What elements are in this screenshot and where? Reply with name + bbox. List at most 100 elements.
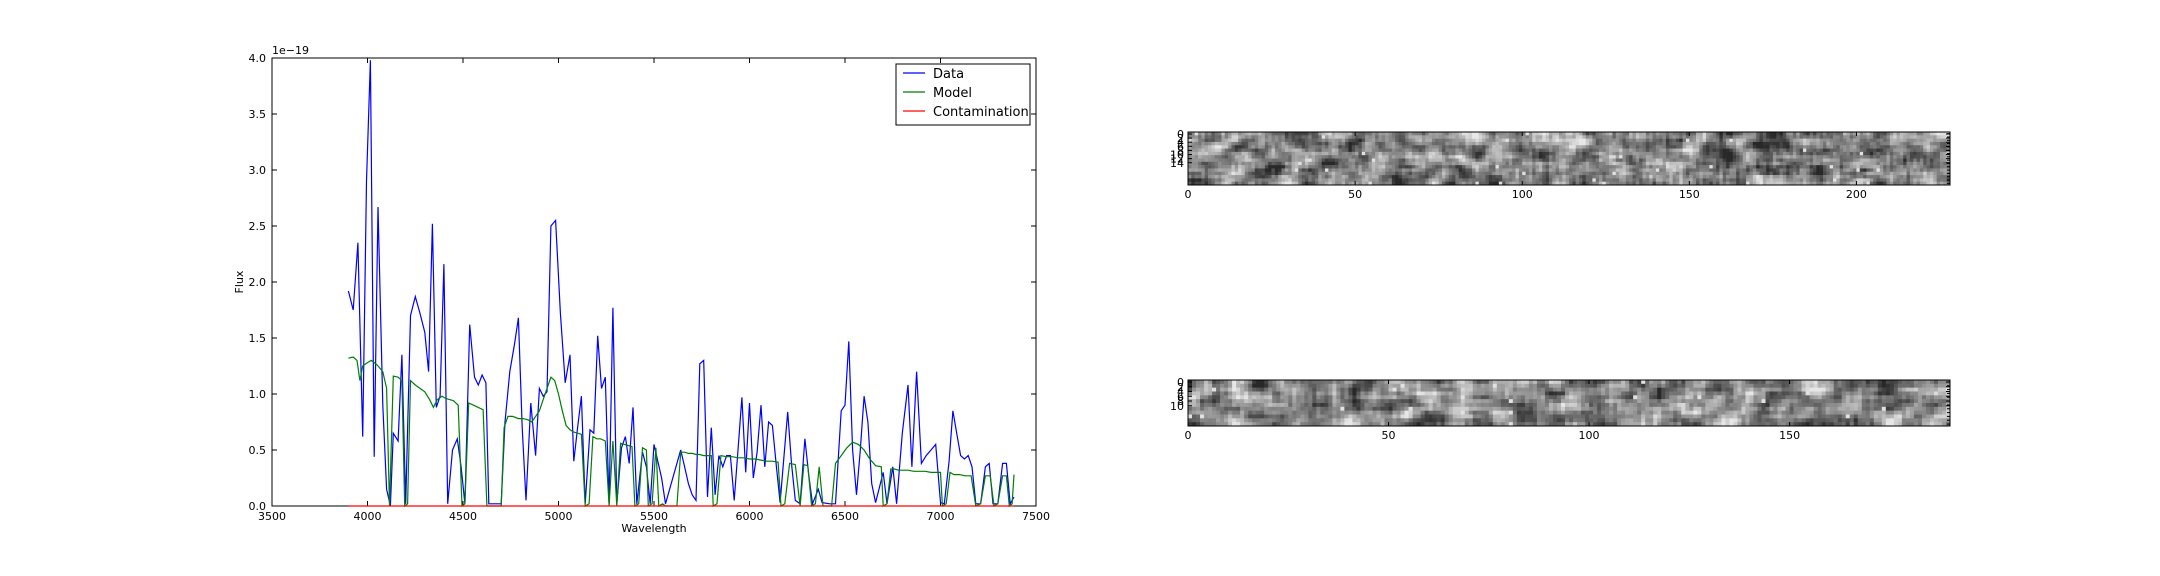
heatmap-cell bbox=[1548, 161, 1553, 166]
heatmap-cell bbox=[1732, 135, 1737, 139]
heatmap-cell bbox=[1612, 175, 1617, 179]
heatmap-cell bbox=[1609, 161, 1613, 166]
heatmap-cell bbox=[1224, 155, 1229, 159]
heatmap-cell bbox=[1726, 135, 1730, 139]
heatmap-cell bbox=[1278, 151, 1282, 156]
heatmap-cell bbox=[1629, 387, 1634, 392]
heatmap-cell bbox=[1776, 178, 1780, 182]
heatmap-cell bbox=[1796, 178, 1800, 182]
heatmap-cell bbox=[1756, 132, 1760, 136]
heatmap-cell bbox=[1516, 395, 1522, 400]
heatmap-cell bbox=[1268, 145, 1272, 149]
heatmap-cell bbox=[1812, 138, 1817, 143]
heatmap-cell bbox=[1502, 132, 1506, 136]
heatmap-cell bbox=[1941, 391, 1947, 396]
heatmap-cell bbox=[1488, 387, 1494, 392]
heatmap-cell bbox=[1802, 138, 1807, 143]
heatmap-cell bbox=[1548, 135, 1553, 139]
heatmap-cell bbox=[1797, 387, 1802, 392]
heatmap-cell bbox=[1198, 158, 1202, 163]
heatmap-cell bbox=[1562, 171, 1566, 176]
heatmap-cell bbox=[1569, 181, 1573, 186]
heatmap-cell bbox=[1722, 158, 1727, 163]
heatmap-cell bbox=[1456, 387, 1462, 392]
heatmap-cell bbox=[1843, 178, 1847, 182]
heatmap-cell bbox=[1318, 145, 1322, 149]
heatmap-cell bbox=[1592, 178, 1597, 182]
heatmap-cell bbox=[1254, 168, 1259, 173]
heatmap-cell bbox=[1769, 395, 1774, 400]
heatmap-cell bbox=[1376, 403, 1381, 408]
heatmap-cell bbox=[1291, 135, 1296, 139]
heatmap-cell bbox=[1538, 161, 1543, 166]
heatmap-cell bbox=[1742, 132, 1747, 136]
heatmap-cell bbox=[1442, 138, 1446, 143]
heatmap-cell bbox=[1320, 380, 1325, 385]
heatmap-cell bbox=[1655, 168, 1660, 173]
heatmap-cell bbox=[1291, 161, 1296, 166]
heatmap-cell bbox=[1649, 158, 1653, 163]
heatmap-cell bbox=[1929, 138, 1934, 143]
heatmap-cell bbox=[1268, 175, 1272, 179]
heatmap-cell bbox=[1315, 141, 1319, 146]
heatmap-cell bbox=[1569, 171, 1573, 176]
heatmap-cell bbox=[1612, 181, 1617, 186]
heatmap-cell bbox=[1301, 145, 1306, 149]
heatmap-cell bbox=[1926, 151, 1931, 156]
heatmap-cell bbox=[1893, 171, 1897, 176]
heatmap-cell bbox=[1304, 158, 1309, 163]
heatmap-cell bbox=[1188, 158, 1192, 163]
heatmap-cell bbox=[1659, 165, 1663, 169]
heatmap-cell bbox=[1759, 165, 1764, 169]
heatmap-cell bbox=[1228, 141, 1232, 146]
heatmap-cell bbox=[1685, 161, 1690, 166]
heatmap-cell bbox=[1271, 151, 1276, 156]
heatmap-cell bbox=[1508, 178, 1513, 182]
heatmap-cell bbox=[1582, 175, 1587, 179]
heatmap-cell bbox=[1769, 181, 1774, 186]
heatmap-cell bbox=[1488, 151, 1493, 156]
heatmap-cell bbox=[1452, 178, 1456, 182]
heatmap-cell bbox=[1368, 148, 1373, 153]
heatmap-cell bbox=[1736, 138, 1740, 143]
heatmap-cell bbox=[1328, 178, 1333, 182]
heatmap-cell bbox=[1361, 161, 1366, 166]
heatmap-cell bbox=[1304, 155, 1309, 159]
heatmap-cell bbox=[1532, 175, 1536, 179]
heatmap-cell bbox=[1569, 145, 1573, 149]
heatmap-cell bbox=[1886, 148, 1891, 153]
heatmap-cell bbox=[1705, 391, 1710, 396]
heatmap-cell bbox=[1498, 132, 1503, 136]
heatmap-cell bbox=[1919, 158, 1924, 163]
heatmap-cell bbox=[1589, 380, 1594, 385]
heatmap-cell bbox=[1535, 148, 1540, 153]
heatmap-cell bbox=[1649, 141, 1653, 146]
heatmap-cell bbox=[1797, 383, 1802, 388]
heatmap-cell bbox=[1573, 395, 1578, 400]
heatmap-cell bbox=[1315, 175, 1319, 179]
heatmap-cell bbox=[1712, 155, 1717, 159]
heatmap-cell bbox=[1639, 155, 1643, 159]
heatmap-cell bbox=[1906, 161, 1911, 166]
heatmap-cell bbox=[1502, 155, 1506, 159]
heatmap-cell bbox=[1294, 141, 1299, 146]
heatmap-cell bbox=[1558, 155, 1563, 159]
heatmap-cell bbox=[1191, 145, 1195, 149]
heatmap-cell bbox=[1692, 178, 1697, 182]
heatmap-cell bbox=[1772, 148, 1777, 153]
heatmap-cell bbox=[1883, 161, 1887, 166]
heatmap-cell bbox=[1214, 171, 1219, 176]
heatmap-cell bbox=[1579, 135, 1583, 139]
heatmap-cell bbox=[1581, 395, 1586, 400]
heatmap-cell bbox=[1525, 135, 1530, 139]
heatmap-cell bbox=[1769, 145, 1774, 149]
heatmap-cell bbox=[1224, 395, 1229, 400]
heatmap-cell bbox=[1622, 145, 1627, 149]
heatmap-cell bbox=[1515, 138, 1520, 143]
heatmap-cell bbox=[1556, 383, 1562, 388]
heatmap-cell bbox=[1585, 138, 1590, 143]
heatmap-cell bbox=[1869, 181, 1874, 186]
heatmap-cell bbox=[1873, 178, 1877, 182]
x-tick-label: 7500 bbox=[1022, 510, 1050, 523]
heatmap-cell bbox=[1395, 181, 1399, 186]
